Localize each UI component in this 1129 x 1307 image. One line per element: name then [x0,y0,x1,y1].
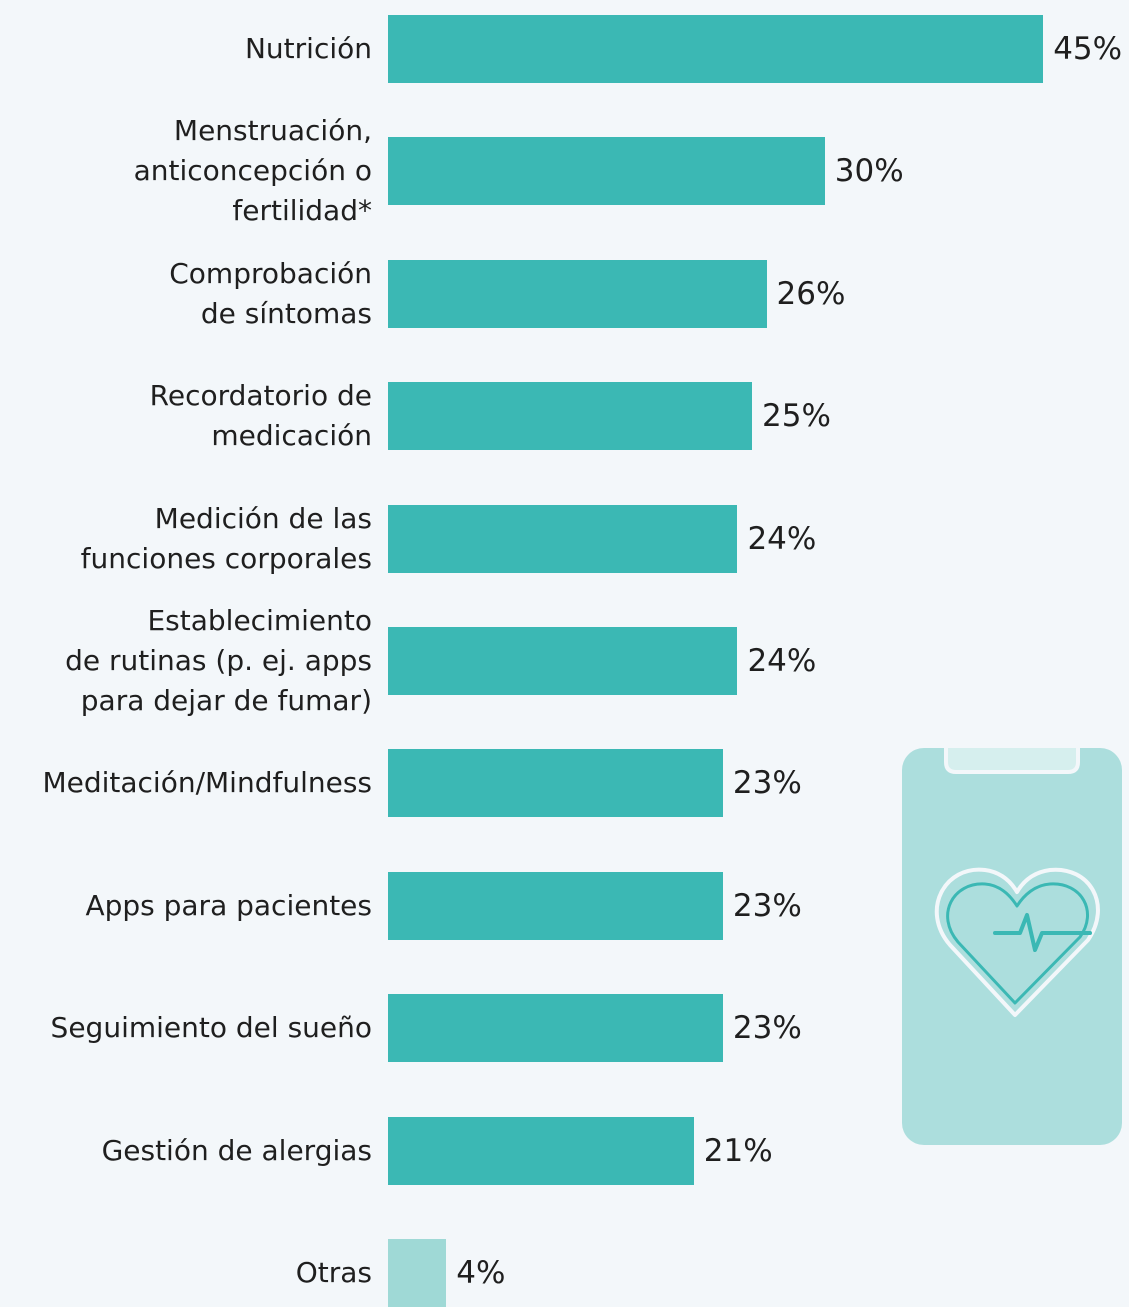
bar [388,627,738,695]
value-label: 23% [732,887,802,924]
bar [388,749,723,818]
value-label: 4% [456,1255,506,1291]
category-label: Apps para pacientes [85,888,372,922]
value-label: 26% [776,275,846,312]
bar [388,137,825,206]
category-label: Otras [295,1256,372,1289]
bar [388,1239,447,1307]
bar [388,871,723,940]
value-label: 23% [732,1010,802,1047]
value-label: 25% [762,398,831,435]
category-label: Comprobación de síntomas [169,256,372,330]
value-label: 23% [732,765,802,802]
value-label: 45% [1053,31,1123,67]
category-label: Meditación/Mindfulness [42,766,372,800]
value-label: 30% [834,153,904,190]
category-label: Establecimiento de rutinas (p. ej. apps … [65,604,372,717]
bar [388,1116,694,1185]
category-label: Recordatorio de medicación [149,379,372,453]
heart-icon [934,867,1100,1017]
category-label: Seguimiento del sueño [50,1011,372,1045]
value-label: 21% [703,1132,773,1169]
category-label: Menstruación, anticoncepción o fertilida… [133,114,372,228]
category-label: Gestión de alergias [101,1133,372,1167]
category-label: Medición de las funciones corporales [80,501,372,575]
bar [388,504,738,573]
bar [388,994,723,1063]
value-label: 24% [747,520,817,557]
category-label: Nutrición [244,32,372,65]
phone [902,748,1122,1145]
bar [388,15,1044,83]
bar [388,382,752,451]
value-label: 24% [747,643,817,679]
phone-notch [944,748,1080,774]
bar [388,259,767,328]
